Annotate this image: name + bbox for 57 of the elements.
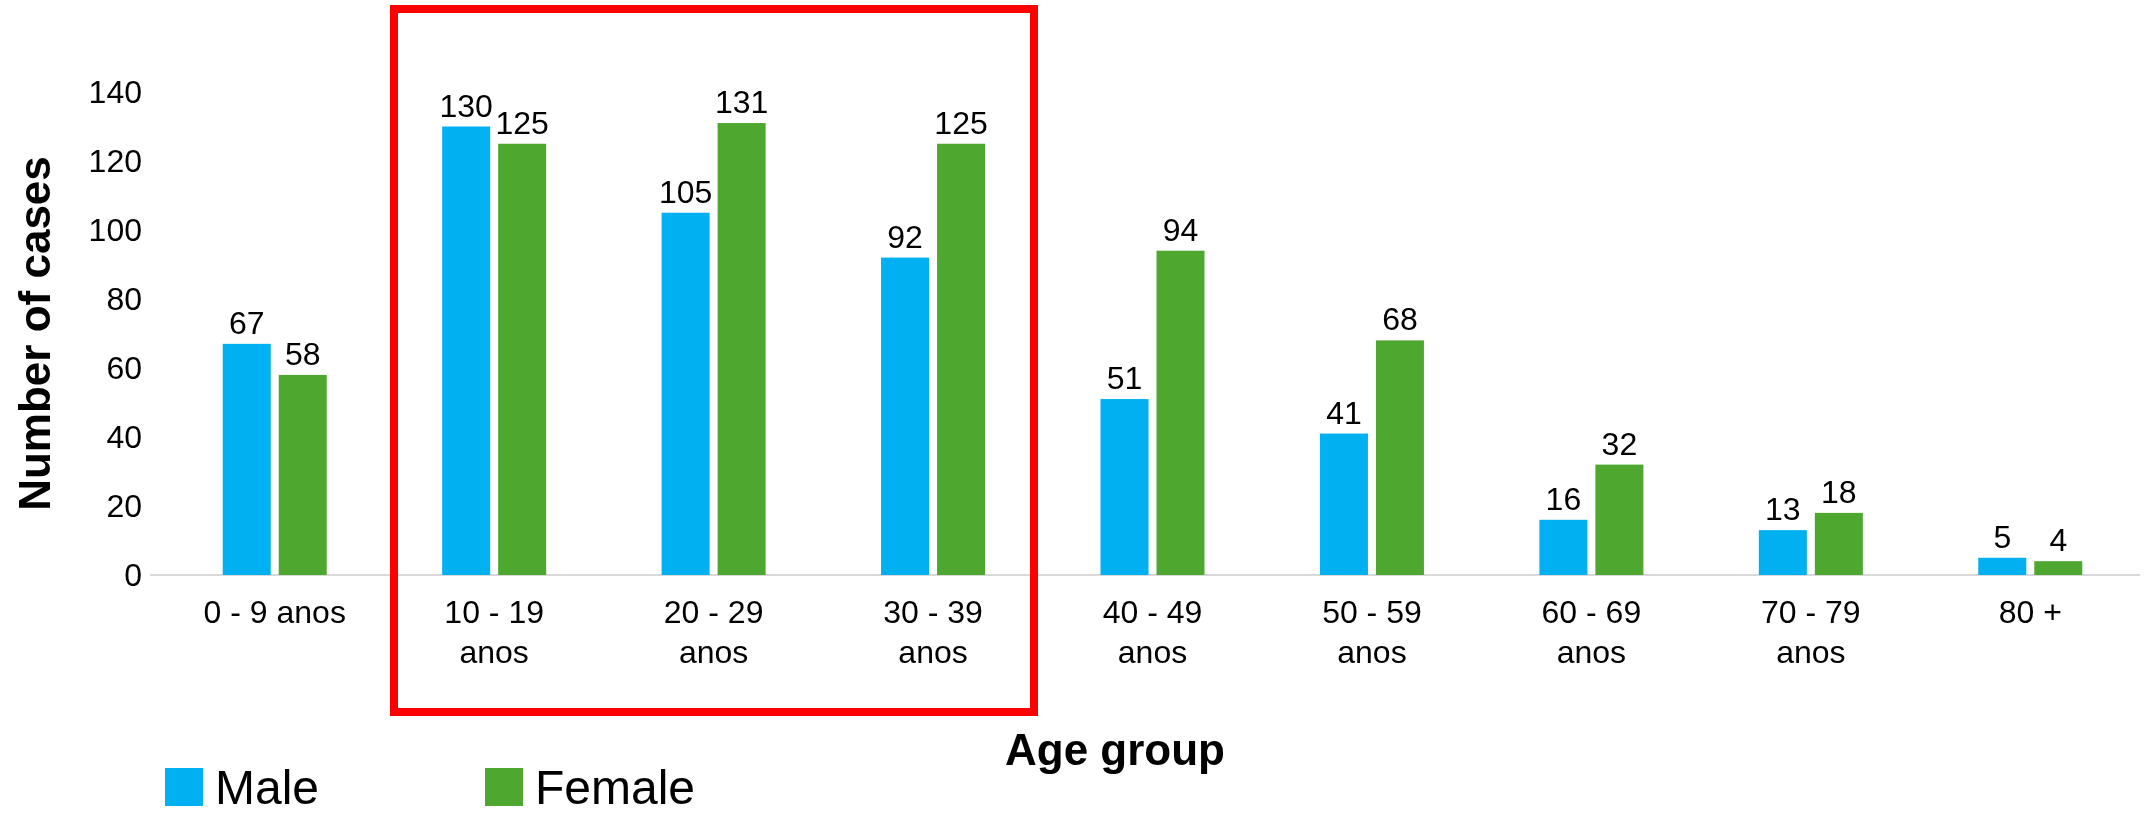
bar xyxy=(222,343,271,575)
bar xyxy=(498,143,547,575)
y-axis-title: Number of cases xyxy=(10,156,59,511)
bar xyxy=(1595,464,1644,575)
y-tick-label: 0 xyxy=(124,556,142,593)
data-label: 16 xyxy=(1545,480,1582,517)
x-tick-label: 0 - 9 anos xyxy=(203,594,346,630)
data-label: 5 xyxy=(1993,518,2012,555)
bar xyxy=(442,126,491,575)
data-label: 125 xyxy=(934,104,988,141)
x-tick-label: 20 - 29 anos xyxy=(663,594,764,670)
bar xyxy=(1156,250,1205,575)
x-tick-label: 40 - 49 anos xyxy=(1102,594,1203,670)
y-tick-label: 140 xyxy=(88,73,142,110)
bar xyxy=(1319,433,1368,575)
data-label: 41 xyxy=(1326,394,1362,431)
y-tick-label: 40 xyxy=(106,418,142,455)
y-tick-label: 80 xyxy=(106,280,142,317)
data-label: 94 xyxy=(1162,211,1199,248)
bar xyxy=(717,123,766,575)
data-label: 105 xyxy=(658,173,713,210)
bar xyxy=(278,374,327,575)
data-label: 130 xyxy=(439,87,493,124)
x-tick-label: 30 - 39 anos xyxy=(883,594,983,670)
x-tick-label: 50 - 59 anos xyxy=(1322,594,1422,670)
x-tick-label: 70 - 79 anos xyxy=(1761,594,1861,670)
x-tick-label: 60 - 69 anos xyxy=(1541,594,1642,670)
bar xyxy=(937,143,986,575)
x-axis-title: Age group xyxy=(1005,725,1225,774)
data-label: 4 xyxy=(2049,522,2068,559)
data-label: 92 xyxy=(887,218,923,255)
bar xyxy=(2034,561,2083,575)
legend-label: Female xyxy=(535,761,696,814)
legend-label: Male xyxy=(215,761,320,814)
bar xyxy=(1758,530,1807,575)
data-label: 13 xyxy=(1765,491,1801,528)
data-label: 68 xyxy=(1382,301,1418,338)
bar xyxy=(1814,512,1863,575)
data-label: 67 xyxy=(228,304,265,341)
data-label: 18 xyxy=(1821,473,1857,510)
bar xyxy=(1375,340,1424,575)
bar xyxy=(661,212,710,575)
bar xyxy=(1100,399,1149,575)
y-tick-label: 120 xyxy=(88,142,142,179)
x-tick-label: 80 + xyxy=(1998,594,2062,630)
data-label: 32 xyxy=(1601,425,1638,462)
bar xyxy=(1978,557,2027,575)
y-tick-label: 100 xyxy=(88,211,142,248)
y-tick-label: 20 xyxy=(106,487,142,524)
data-label: 58 xyxy=(284,335,321,372)
y-tick-label: 60 xyxy=(106,349,142,386)
data-label: 125 xyxy=(495,104,549,141)
x-tick-label: 10 - 19 anos xyxy=(444,594,544,670)
bar xyxy=(881,257,930,575)
bar xyxy=(1539,519,1588,575)
data-label: 51 xyxy=(1106,360,1143,397)
data-label: 131 xyxy=(714,84,769,121)
